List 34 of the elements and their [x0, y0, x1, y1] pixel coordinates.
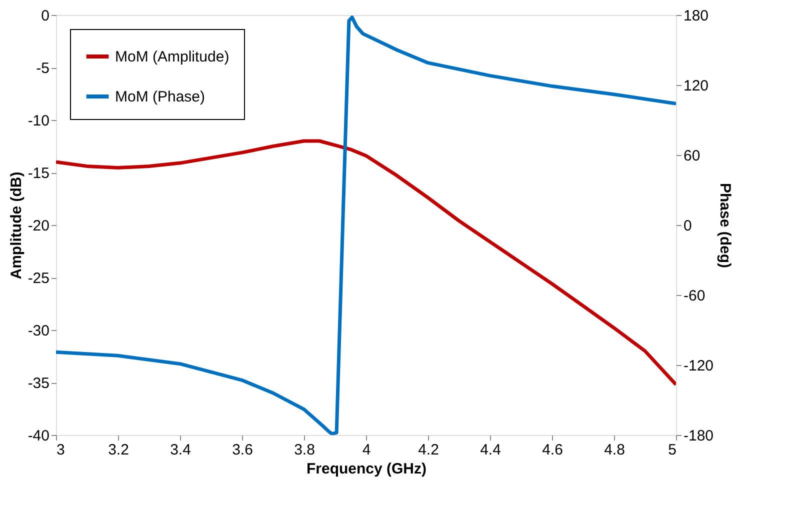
y2-tick-label: 120 [684, 78, 709, 94]
y-tick-label: -5 [36, 60, 50, 77]
y2-tick-label: -180 [684, 428, 714, 444]
legend-label: MoM (Phase) [115, 88, 206, 106]
y-tick-label: -15 [28, 165, 50, 182]
x-tick-label: 4 [362, 442, 371, 458]
y2-tick-label: 0 [684, 218, 692, 234]
line-series [56, 16, 676, 435]
y2-tick-label: -120 [684, 358, 714, 374]
y-tick-label: -20 [28, 218, 50, 234]
line-series [56, 139, 676, 386]
x-tick-label: 3.8 [294, 442, 315, 458]
legend-label: MoM (Amplitude) [115, 48, 230, 66]
y2-tick-label: 60 [684, 148, 700, 164]
x-tick-label: 4.2 [418, 442, 439, 458]
x-tick-label: 4.6 [542, 442, 563, 458]
y2-tick-label: 180 [684, 8, 709, 24]
y-tick-label: -25 [28, 270, 50, 287]
x-tick-label: 3 [56, 442, 65, 458]
x-tick-label: 3.6 [232, 442, 253, 458]
x-tick-label: 4.8 [604, 442, 625, 458]
x-tick-label: 3.4 [170, 442, 191, 458]
x-axis-title: Frequency (GHz) [306, 460, 427, 478]
y-tick-label: -10 [28, 112, 50, 130]
x-tick-label: 5 [668, 442, 676, 458]
y-axis-title: Amplitude (dB) [8, 172, 25, 280]
y-tick-label: -35 [28, 375, 50, 392]
x-tick-label: 4.4 [480, 442, 501, 458]
y2-tick-label: -60 [684, 288, 706, 304]
y2-axis-title: Phase (deg) [716, 182, 734, 268]
y-tick-label: -30 [28, 322, 50, 340]
y-tick-label: 0 [41, 8, 50, 24]
y-tick-label: -40 [28, 428, 50, 444]
x-tick-label: 3.2 [108, 442, 129, 458]
